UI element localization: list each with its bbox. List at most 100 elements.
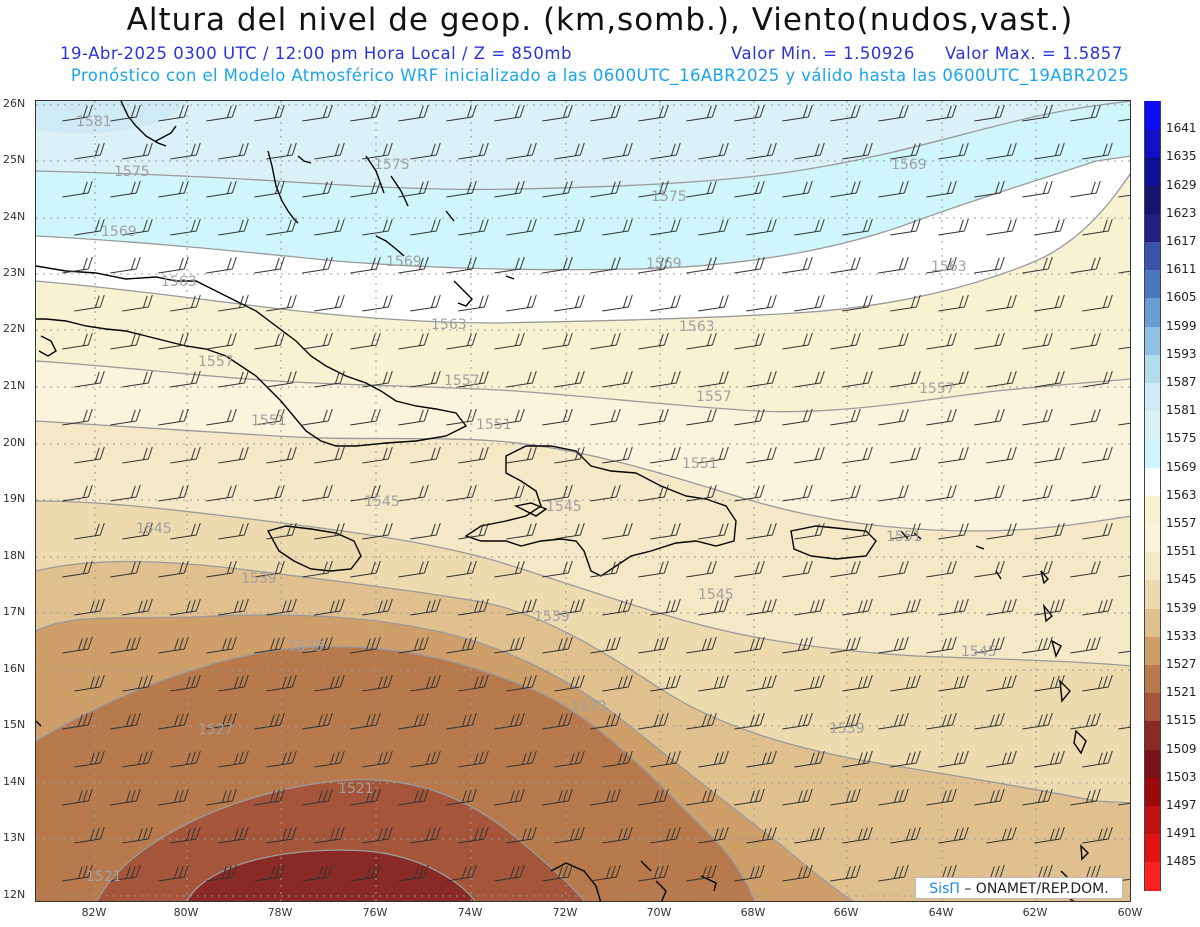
wind-barb — [926, 256, 957, 274]
wind-barb — [1118, 346, 1130, 350]
wind-barb — [938, 218, 969, 236]
wind-barb — [314, 294, 345, 312]
map-panel[interactable]: 1581 1575 1575 1575 1569 1569 1569 1569 1563 1563… — [35, 100, 1131, 902]
contour-labels: 1581 1575 1575 1575 1569 1569 1569 1569 1563 1563… — [76, 114, 997, 885]
lat-label: 12N — [3, 888, 26, 901]
wind-barb — [458, 446, 489, 464]
wind-barb — [926, 484, 957, 502]
wind-barb — [878, 256, 909, 274]
wind-barb — [410, 218, 441, 236]
wind-barb — [698, 750, 729, 768]
wind-barb — [314, 446, 345, 464]
credit-brand: SisΠ — [929, 881, 960, 897]
wind-barb — [62, 104, 93, 122]
wind-barb — [746, 294, 777, 312]
wind-barb — [542, 180, 573, 198]
wind-barb — [830, 864, 861, 882]
wind-barb — [158, 256, 189, 274]
wind-barb — [602, 598, 633, 616]
wind-barb — [458, 598, 489, 616]
wind-barb — [1070, 560, 1101, 578]
wind-barb — [74, 674, 105, 692]
wind-barb — [1070, 256, 1101, 274]
wind-barb — [1034, 750, 1065, 768]
contour-label: 1563 — [931, 259, 967, 275]
colorbar-label: 1539 — [1166, 600, 1197, 615]
colorbar-label: 1575 — [1166, 431, 1197, 446]
contour-label: 1569 — [891, 157, 927, 173]
wind-barb — [542, 864, 573, 882]
lat-label: 22N — [3, 322, 26, 335]
wind-barb — [206, 408, 237, 426]
wind-barb — [794, 674, 825, 692]
wind-barb — [1130, 295, 1131, 311]
wind-barb — [314, 142, 345, 160]
wind-barb — [302, 408, 333, 426]
wind-barb — [698, 446, 729, 464]
map-title: Altura del nivel de geop. (km,somb.), Vi… — [126, 2, 1074, 38]
wind-barb — [1034, 674, 1065, 692]
wind-barb — [542, 712, 573, 730]
contour-label: 1539 — [534, 609, 570, 625]
wind-barb — [398, 864, 429, 882]
wind-barb — [122, 218, 153, 236]
wind-barb — [62, 256, 93, 274]
lon-label: 74W — [457, 906, 483, 919]
wind-barb — [410, 522, 441, 540]
colorbar-label: 1521 — [1166, 685, 1197, 700]
wind-barb — [494, 408, 525, 426]
colorbar-label: 1503 — [1166, 769, 1197, 784]
wind-barb — [314, 522, 345, 540]
wind-barb — [74, 826, 105, 844]
wind-barb — [554, 142, 585, 160]
wind-barb — [746, 750, 777, 768]
contour-label: 1575 — [651, 189, 687, 205]
wind-barb — [746, 826, 777, 844]
band-1557 — [36, 173, 1130, 412]
wind-barb — [878, 484, 909, 502]
wind-barb — [638, 712, 669, 730]
wind-barb — [746, 522, 777, 540]
wind-barb — [986, 674, 1017, 692]
wind-barb — [638, 180, 669, 198]
wind-barb — [1082, 522, 1113, 540]
wind-barb — [590, 332, 621, 350]
wind-barb — [494, 864, 525, 882]
wind-barb — [170, 674, 201, 692]
wind-barb — [782, 712, 813, 730]
band-1527 — [36, 614, 853, 901]
wind-barb — [302, 636, 333, 654]
lat-label: 25N — [3, 153, 26, 166]
wind-barb — [302, 256, 333, 274]
wind-barb — [602, 826, 633, 844]
wind-barb — [842, 522, 873, 540]
colorbar-label: 1533 — [1166, 628, 1197, 643]
wind-barb — [1118, 194, 1130, 198]
wind-barb — [890, 142, 921, 160]
contour-label: 1545 — [546, 499, 582, 515]
wind-barb — [842, 294, 873, 312]
wind-barbs — [62, 104, 1131, 882]
wind-barb — [170, 750, 201, 768]
wind-barb — [974, 180, 1005, 198]
wind-barb — [410, 446, 441, 464]
band-1533 — [36, 561, 1130, 901]
wind-barb — [350, 104, 381, 122]
colorbar-swatch — [1144, 242, 1161, 271]
wind-barb — [698, 598, 729, 616]
wind-barb — [746, 218, 777, 236]
wind-barb — [170, 142, 201, 160]
wind-barb — [890, 446, 921, 464]
wind-barb — [686, 180, 717, 198]
wind-barb — [170, 294, 201, 312]
wind-barb — [170, 218, 201, 236]
wind-barb — [62, 560, 93, 578]
wind-barb — [302, 484, 333, 502]
wind-barb — [938, 294, 969, 312]
wind-barb — [1034, 142, 1065, 160]
colorbar-label: 1617 — [1166, 234, 1197, 248]
wind-barb — [1034, 446, 1065, 464]
wind-barb — [266, 826, 297, 844]
wind-barb — [266, 446, 297, 464]
contour-label: 1533 — [571, 699, 607, 715]
